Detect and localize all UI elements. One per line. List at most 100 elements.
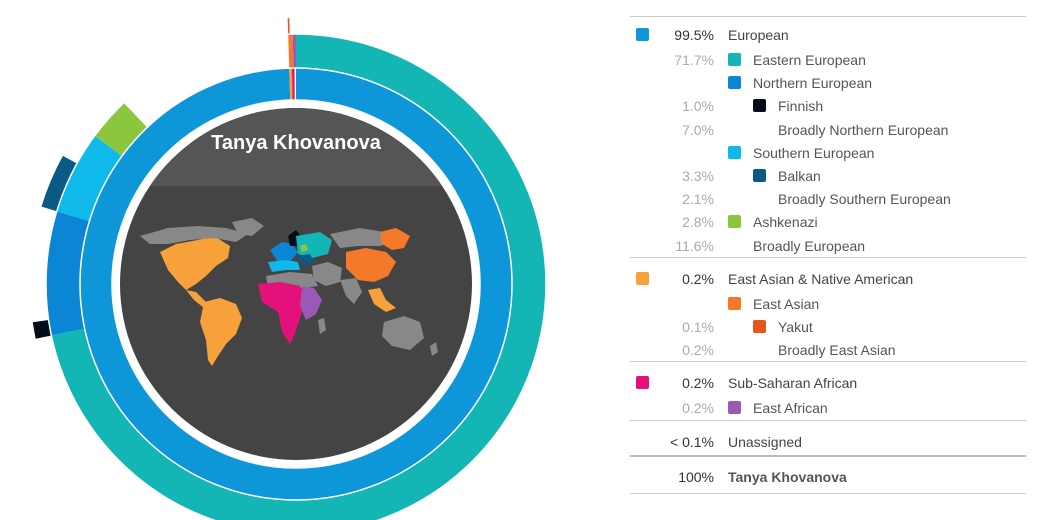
- legend-row-east-asian-native-american[interactable]: 0.2% East Asian & Native American: [630, 268, 1026, 290]
- south-asia-region: [340, 278, 362, 304]
- legend-row-northern-european[interactable]: Northern European: [630, 72, 1026, 94]
- legend-row-yakut[interactable]: 0.1% Yakut: [630, 316, 1026, 338]
- legend-percentage: 100%: [678, 468, 714, 485]
- legend-percentage: 7.0%: [682, 121, 714, 138]
- ring-gap-216: [79, 67, 513, 501]
- ancestry-sunburst-chart: Tanya Khovanova: [32, 18, 547, 520]
- legend-row-southern-european[interactable]: Southern European: [630, 142, 1026, 164]
- legend-row-unassigned[interactable]: < 0.1% Unassigned: [630, 431, 1026, 453]
- legend-label: East Asian & Native American: [728, 270, 914, 287]
- legend-label: Balkan: [778, 168, 821, 184]
- legend-percentage: 0.2%: [682, 270, 714, 287]
- legend-row-tanya-khovanova[interactable]: 100% Tanya Khovanova: [630, 466, 1026, 488]
- legend-percentage: < 0.1%: [670, 433, 714, 450]
- outer-ring-slice-finnish[interactable]: [32, 320, 52, 339]
- legend-row-broadly-southern-european[interactable]: 2.1% Broadly Southern European: [630, 188, 1026, 210]
- legend-percentage: 0.1%: [682, 319, 714, 335]
- ring-gap-250: [45, 33, 547, 520]
- center-person-name: Tanya Khovanova: [211, 132, 382, 154]
- middle-ring-slice-northern-european[interactable]: [46, 211, 90, 336]
- middle-east-region: [312, 262, 342, 286]
- legend-percentage: 99.5%: [674, 27, 714, 43]
- legend-label: Yakut: [778, 319, 813, 335]
- legend-label: Ashkenazi: [753, 214, 818, 231]
- legend-row-balkan[interactable]: 3.3% Balkan: [630, 165, 1026, 187]
- legend-divider: [630, 361, 1026, 363]
- legend-percentage: 11.6%: [675, 237, 714, 254]
- ashkenazi-marker: [300, 244, 308, 252]
- legend-color-swatch: [728, 401, 741, 415]
- legend-label: Broadly Southern European: [778, 191, 951, 208]
- legend-label: Sub-Saharan African: [728, 375, 858, 392]
- legend-label: Eastern European: [753, 52, 866, 68]
- legend-color-swatch: [753, 320, 766, 333]
- middle-ring-slice-east-asian[interactable]: [288, 34, 294, 69]
- new-zealand-region: [430, 342, 438, 356]
- australia-region: [382, 316, 424, 350]
- world-map: [140, 218, 438, 366]
- balkan-region: [296, 254, 314, 266]
- legend-color-swatch: [728, 215, 741, 229]
- legend-percentage: 2.1%: [682, 191, 714, 208]
- legend-color-swatch: [753, 99, 766, 113]
- legend-label: European: [728, 27, 789, 43]
- canada-arctic-region: [140, 226, 248, 244]
- legend-divider: [630, 454, 1026, 457]
- greenland-region: [232, 218, 264, 236]
- north-america-region: [160, 236, 230, 290]
- legend-label: East Asian: [753, 295, 820, 312]
- legend-color-swatch: [728, 145, 741, 159]
- legend-percentage: 71.7%: [674, 52, 714, 68]
- legend-row-east-asian[interactable]: East Asian: [630, 293, 1026, 315]
- legend-color-swatch: [728, 53, 741, 66]
- legend-row-broadly-east-asian[interactable]: 0.2% Broadly East Asian: [630, 339, 1026, 361]
- center-map-disk: Tanya Khovanova: [120, 108, 472, 460]
- southeast-asia-region: [368, 288, 396, 312]
- inner-ring-slice-sub-saharan-african[interactable]: [291, 68, 295, 101]
- legend-row-sub-saharan-african[interactable]: 0.2% Sub-Saharan African: [630, 372, 1026, 394]
- legend-color-swatch: [728, 296, 741, 310]
- middle-ring-slice-ashkenazi[interactable]: [94, 102, 148, 156]
- legend-percentage: 0.2%: [682, 400, 714, 417]
- west-africa-region: [258, 282, 306, 344]
- legend-row-broadly-northern-european[interactable]: 7.0% Broadly Northern European: [630, 119, 1026, 141]
- legend-percentage: 3.3%: [682, 168, 714, 184]
- inner-ring-slice-unassigned[interactable]: [294, 68, 296, 101]
- middle-ring-slice-southern-european[interactable]: [56, 135, 123, 222]
- legend-color-swatch: [636, 271, 649, 285]
- legend-label: Northern European: [753, 75, 873, 92]
- legend-percentage: 0.2%: [682, 342, 714, 359]
- legend-label: Broadly East Asian: [778, 342, 896, 359]
- legend-row-european[interactable]: 99.5% European: [630, 24, 1026, 46]
- siberia-region: [380, 228, 410, 250]
- outer-ring-slice-balkan[interactable]: [41, 155, 77, 212]
- legend-color-swatch: [636, 28, 649, 41]
- legend-label: Broadly European: [753, 237, 866, 254]
- legend-row-eastern-european[interactable]: 71.7% Eastern European: [630, 49, 1026, 71]
- south-america-region: [200, 298, 242, 366]
- legend-color-swatch: [728, 76, 741, 90]
- outer-ring-slice-yakut[interactable]: [287, 18, 290, 35]
- legend-row-ashkenazi[interactable]: 2.8% Ashkenazi: [630, 211, 1026, 233]
- middle-ring-slice-east-african[interactable]: [292, 34, 296, 69]
- inner-ring-slice-east-asian-native-american[interactable]: [289, 68, 293, 101]
- madagascar-region: [318, 318, 326, 334]
- legend-color-swatch: [636, 376, 649, 390]
- legend-row-finnish[interactable]: 1.0% Finnish: [630, 95, 1026, 117]
- legend-top-divider: [630, 16, 1026, 17]
- legend-percentage: 0.2%: [682, 375, 714, 392]
- legend-row-broadly-european[interactable]: 11.6% Broadly European: [630, 235, 1026, 257]
- legend-label: Broadly Northern European: [778, 121, 949, 138]
- legend-bottom-divider: [630, 492, 1026, 494]
- legend-percentage: 1.0%: [682, 98, 714, 115]
- europe-west-region: [270, 242, 298, 262]
- legend-label: Southern European: [753, 144, 875, 161]
- legend-divider: [630, 256, 1026, 258]
- legend-percentage: 2.8%: [682, 214, 714, 231]
- east-africa-region: [300, 286, 322, 320]
- legend-row-east-african[interactable]: 0.2% East African: [630, 397, 1026, 419]
- legend-label: East African: [753, 400, 828, 417]
- east-asia-region: [346, 248, 396, 282]
- ring-gap-184: [111, 99, 481, 469]
- southern-europe-region: [268, 260, 300, 272]
